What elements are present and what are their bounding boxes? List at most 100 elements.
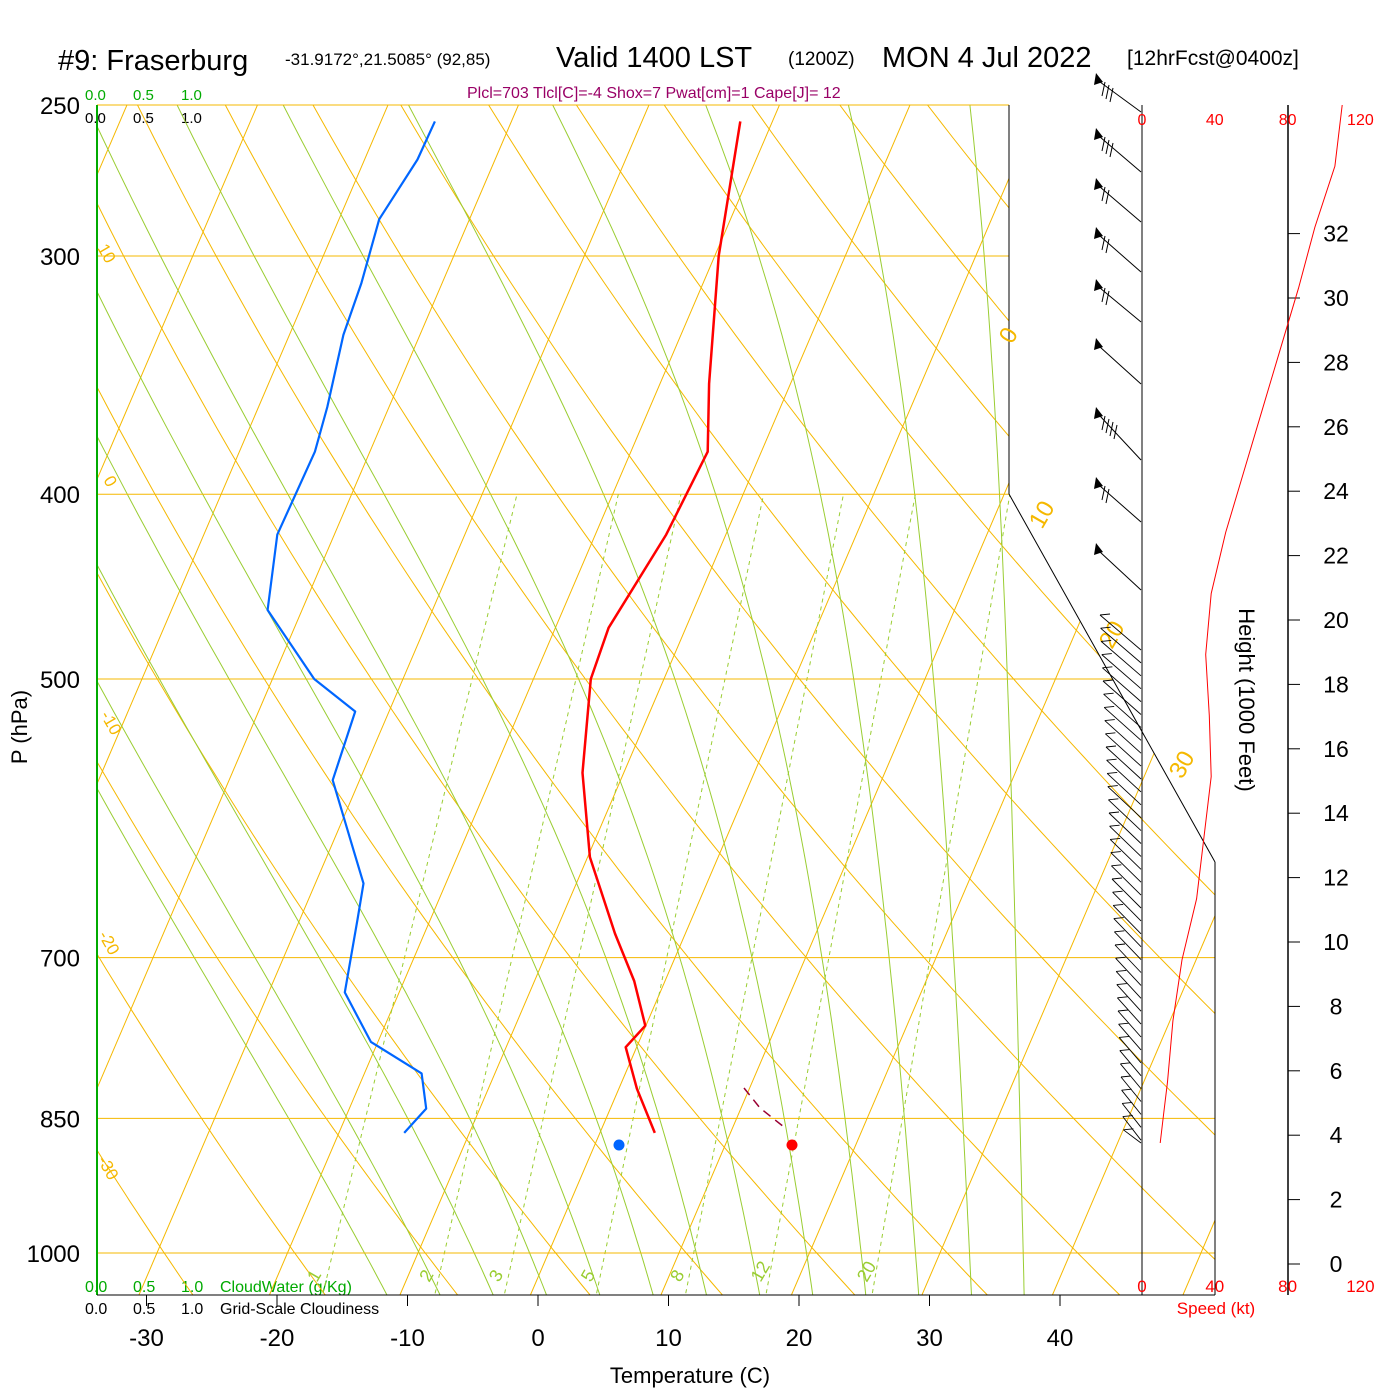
wind-barb-staff xyxy=(1099,186,1142,223)
wind-barb-feather xyxy=(1122,1101,1133,1104)
cloudwater-label: CloudWater (g/Kg) xyxy=(220,1279,352,1296)
speed-tick-label-top: 120 xyxy=(1347,112,1374,129)
temperature-tick-label: 0 xyxy=(531,1325,544,1352)
pressure-tick-label: 850 xyxy=(40,1106,80,1133)
wind-barb-feather xyxy=(1105,732,1116,735)
height-tick-label: 22 xyxy=(1323,543,1349,569)
pressure-tick-label: 1000 xyxy=(27,1241,80,1268)
wind-barb-feather xyxy=(1105,745,1117,748)
wind-barb-staff xyxy=(1116,984,1142,1012)
dry-adiabat-line xyxy=(380,105,1215,1295)
wind-barb-staff xyxy=(1099,614,1142,651)
cloudwater-scale-top: 0.0 0.5 1.0 0.0 0.5 1.0 xyxy=(85,87,202,127)
wind-barb-staff xyxy=(1107,786,1142,819)
cloudwater-tick-0: 0.0 xyxy=(85,87,106,104)
mixing-ratio-line xyxy=(761,494,916,1295)
speed-tick-label-bottom: 40 xyxy=(1205,1277,1224,1296)
dry-adiabat-line xyxy=(554,105,1215,1295)
dry-adiabat-line xyxy=(97,105,742,1295)
wind-barb-staff xyxy=(1102,680,1142,715)
wind-barb-feather xyxy=(1107,785,1118,788)
wind-barb-feather xyxy=(1121,1088,1132,1091)
valid-time: Valid 1400 LST xyxy=(556,42,752,74)
dry-adiabat-line xyxy=(97,105,609,1295)
pressure-axis: 250 300 400 500 700 850 1000 xyxy=(27,93,80,1268)
wind-barb-feather xyxy=(1101,485,1106,501)
speed-tick-label-top: 0 xyxy=(1138,112,1147,129)
wind-barb-staff xyxy=(1099,346,1142,385)
wind-barb-feather xyxy=(1105,488,1110,504)
cloudiness-label: Grid-Scale Cloudiness xyxy=(220,1301,379,1318)
dry-adiabat-line xyxy=(727,105,1215,1295)
dry-adiabat-line xyxy=(120,105,1009,1295)
isotherm-label: -20 xyxy=(95,928,124,959)
isotherm-line xyxy=(97,105,419,1295)
wind-barb-feather xyxy=(1111,877,1123,880)
wind-barb-feather xyxy=(1114,943,1126,946)
wind-barb-staff xyxy=(1106,759,1142,793)
moist-adiabat-line xyxy=(97,105,504,1295)
wind-barb-feather xyxy=(1105,418,1110,434)
wind-barb-feather xyxy=(1116,969,1127,972)
wind-barb-staff xyxy=(1099,287,1142,323)
wind-barb-feather xyxy=(1120,1062,1131,1065)
mixing-ratio-line xyxy=(498,494,682,1295)
isotherm-label: 20 xyxy=(1094,616,1131,653)
cloudiness-tick-0: 0.0 xyxy=(85,1301,107,1318)
cloudiness-tick-0: 0.0 xyxy=(85,110,106,127)
dry-adiabat-line xyxy=(467,105,1215,1295)
wind-barb-staff xyxy=(1102,667,1142,702)
wind-barb-staff xyxy=(1117,997,1142,1025)
isotherm-line xyxy=(97,105,549,1295)
wind-barb-pennant xyxy=(1094,477,1103,489)
wind-barb-staff xyxy=(1103,707,1142,741)
wind-barb-feather xyxy=(1113,917,1124,920)
wind-barb-pennant xyxy=(1094,227,1103,239)
speed-tick-label-top: 40 xyxy=(1206,112,1224,129)
wind-barb-staff xyxy=(1118,1023,1142,1051)
wind-barb-feather xyxy=(1118,1022,1129,1025)
wind-barb-staff xyxy=(1099,136,1142,173)
temperature-axis: -30 -20 -10 0 10 20 30 40 xyxy=(129,1295,1073,1352)
speed-tick-label-bottom: 0 xyxy=(1137,1277,1146,1296)
wind-barb-staff xyxy=(1115,957,1142,986)
dry-adiabat-line xyxy=(97,105,476,1295)
valid-date: MON 4 Jul 2022 xyxy=(882,42,1092,74)
isotherm-line xyxy=(97,105,288,1295)
height-tick-label: 6 xyxy=(1330,1058,1343,1084)
wind-barb-feather xyxy=(1105,84,1110,100)
wind-barb-staff xyxy=(1099,81,1142,113)
height-tick-label: 0 xyxy=(1330,1251,1343,1277)
wind-barb-pennant xyxy=(1094,338,1103,350)
wind-barb-feather xyxy=(1102,679,1114,682)
wind-barb-feather xyxy=(1110,851,1121,854)
wind-barb-feather xyxy=(1122,1115,1133,1118)
moist-adiabat-line xyxy=(97,105,399,1295)
wind-barb-feather xyxy=(1109,142,1114,158)
wind-barb-feather xyxy=(1120,1075,1132,1078)
height-tick-label: 30 xyxy=(1323,285,1349,311)
wind-barbs xyxy=(1094,73,1142,1144)
surface-temperature-dot xyxy=(786,1139,798,1151)
station-coords: -31.9172°,21.5085° (92,85) xyxy=(285,50,490,69)
temperature-tick-label: -30 xyxy=(129,1325,164,1352)
temperature-tick-label: 20 xyxy=(786,1325,813,1352)
wind-barb-feather xyxy=(1106,758,1117,761)
pressure-tick-label: 250 xyxy=(40,93,80,120)
wind-barb-staff xyxy=(1108,812,1142,844)
dry-adiabat-line xyxy=(207,105,1143,1295)
wind-barb-feather xyxy=(1116,983,1127,986)
temperature-line xyxy=(581,121,742,1134)
isotherm-lines xyxy=(97,105,1215,1295)
wind-barb-feather xyxy=(1123,1128,1134,1131)
moist-adiabat-line xyxy=(839,105,973,1295)
wind-barb-staff xyxy=(1111,878,1142,909)
wind-barb-staff xyxy=(1108,799,1142,831)
wind-barb-feather xyxy=(1099,613,1111,616)
wind-barb-staff xyxy=(1109,839,1142,870)
moist-adiabat-line xyxy=(390,105,817,1295)
speed-axis-title: Speed (kt) xyxy=(1177,1299,1255,1318)
wind-barb-feather xyxy=(1119,1035,1130,1038)
station-title: #9: Fraserburg xyxy=(58,45,248,77)
